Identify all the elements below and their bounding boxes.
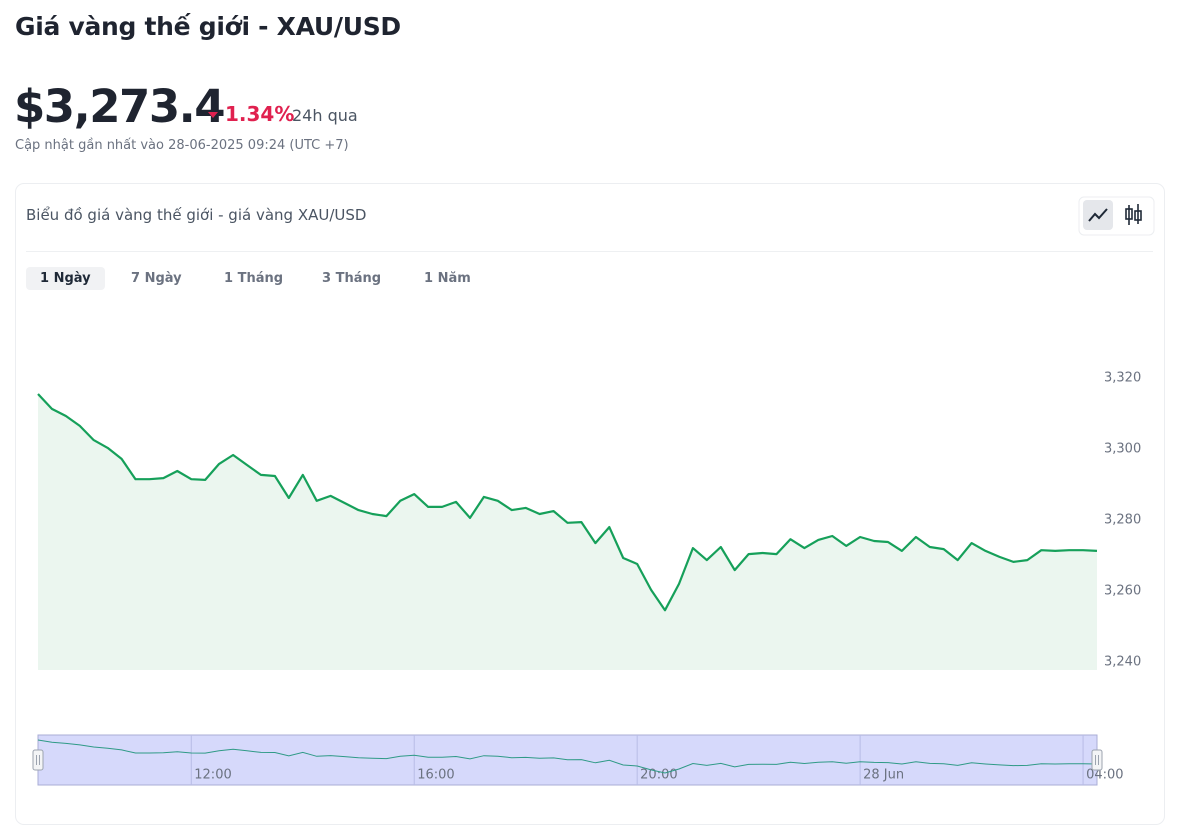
candlestick-button[interactable] (1125, 204, 1142, 225)
line-chart-button[interactable] (1083, 200, 1113, 230)
x-tick-label: 16:00 (417, 768, 454, 783)
chart: 3,240 3,260 3,280 3,300 3,320 12:00 16:00 20:00… (32, 196, 1155, 786)
change-period: 24h qua (292, 106, 358, 125)
y-tick-label: 3,260 (1104, 584, 1141, 599)
page: {"header": {"title": "Giá vàng thế giới … (14, 12, 1165, 825)
down-arrow (208, 112, 218, 118)
range-tab[interactable]: 1 Ngày (26, 267, 105, 290)
chart-type-switch (1078, 196, 1155, 236)
navigator: 12:00 16:00 20:00 28 Jun 04:00 (32, 734, 1124, 786)
line-icon (1088, 208, 1108, 222)
price: $3,273.4 (14, 80, 226, 133)
updated-time: Cập nhật gần nhất vào 28-06-2025 09:24 (… (15, 138, 349, 153)
navigator-handle[interactable] (32, 749, 44, 771)
navigator-handle[interactable] (1091, 749, 1103, 771)
navigator-line (37, 739, 1098, 774)
price-change: 1.34% (225, 102, 295, 126)
range-tab[interactable]: 3 Tháng (322, 271, 382, 286)
y-tick-label: 3,320 (1104, 371, 1141, 386)
range-tab[interactable]: 1 Năm (424, 271, 471, 286)
area (38, 394, 1097, 670)
range-tab[interactable]: 7 Ngày (131, 271, 182, 286)
range-tab[interactable]: 1 Tháng (224, 271, 284, 286)
x-tick-label: 04:00 (1086, 768, 1123, 783)
y-tick-label: 3,240 (1104, 655, 1141, 670)
separator (26, 251, 1153, 252)
price-line (37, 393, 1098, 612)
y-tick-label: 3,280 (1104, 513, 1141, 528)
x-tick-label: 12:00 (194, 768, 231, 783)
x-tick-label: 20:00 (640, 768, 677, 783)
y-tick-label: 3,300 (1104, 442, 1141, 457)
card-title: Biểu đồ giá vàng thế giới - giá vàng XAU… (26, 206, 367, 224)
x-tick-label: 28 Jun (863, 768, 904, 783)
page-title: Giá vàng thế giới - XAU/USD (15, 12, 401, 41)
